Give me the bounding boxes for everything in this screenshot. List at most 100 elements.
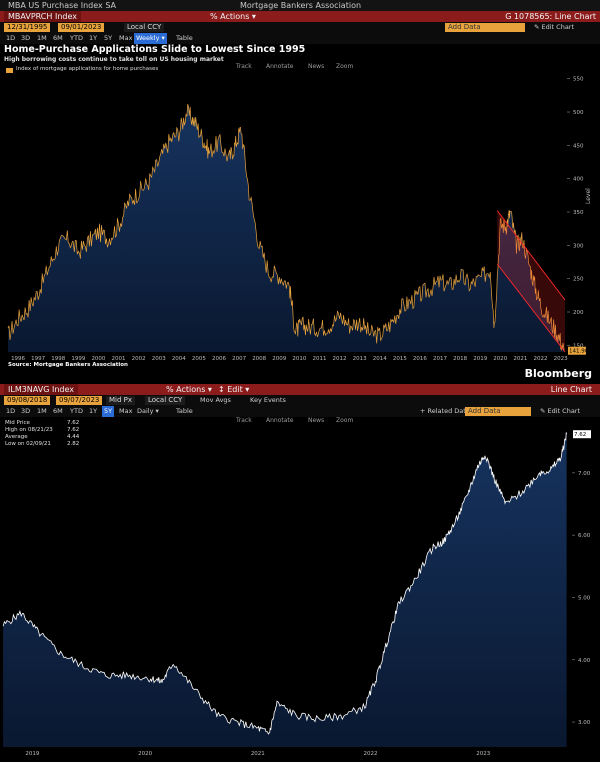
- top-legend-swatch: [6, 68, 13, 73]
- bottom-currency-select[interactable]: Local CCY: [145, 396, 186, 405]
- top-date-to[interactable]: 09/01/2023: [58, 23, 105, 32]
- undefined-xtick-label: 2020: [138, 751, 152, 757]
- undefined-ytick-label: 4.00: [578, 658, 591, 664]
- stat-value: 7.62: [67, 427, 80, 433]
- bottom-date-to[interactable]: 09/07/2023: [56, 396, 103, 405]
- undefined-xtick-label: 2005: [192, 356, 206, 362]
- top-frequency-select[interactable]: Weekly ▾: [134, 33, 167, 44]
- stat-label: High on 08/21/23: [5, 427, 53, 433]
- top-add-data[interactable]: Add Data: [445, 23, 525, 32]
- top-period-1d[interactable]: 1D: [6, 34, 16, 42]
- undefined-xtick-label: 2015: [393, 356, 407, 362]
- undefined-xtick-label: 2022: [533, 356, 547, 362]
- undefined-series-line: [2, 432, 567, 735]
- undefined-xtick-label: 1998: [51, 356, 65, 362]
- undefined-ytick-label: 450: [573, 143, 584, 149]
- top-period-1y[interactable]: 1Y: [89, 34, 98, 42]
- undefined-xtick-label: 2013: [353, 356, 367, 362]
- undefined-xtick-label: 2023: [476, 751, 490, 757]
- bottom-edit-menu[interactable]: ↕ Edit ▾: [218, 385, 250, 394]
- downtrend-channel: [497, 210, 565, 352]
- bottom-frequency-select[interactable]: Daily ▾: [137, 407, 159, 415]
- top-period-bar: 1D 3D 1M 6M YTD 1Y 5Y Max Weekly ▾ Table: [0, 33, 600, 44]
- undefined-xtick-label: 2018: [453, 356, 467, 362]
- top-actions-menu[interactable]: % Actions ▾: [210, 12, 256, 21]
- top-command-bar: MBAVPRCH Index % Actions ▾ G 1078565: Li…: [0, 11, 600, 22]
- bottom-period-ytd[interactable]: YTD: [70, 407, 83, 415]
- top-edit-chart[interactable]: ✎ Edit Chart: [534, 23, 575, 31]
- bottom-period-6m[interactable]: 6M: [53, 407, 63, 415]
- undefined-xtick-label: 2011: [312, 356, 326, 362]
- undefined-ytick-label: 6.00: [578, 533, 591, 539]
- undefined-xtick-label: 2003: [152, 356, 166, 362]
- channel-lower-line: [496, 263, 566, 353]
- bottom-table-button[interactable]: Table: [176, 407, 193, 415]
- top-chart-id: G 1078565: Line Chart: [505, 12, 596, 21]
- top-currency-select[interactable]: Local CCY: [124, 23, 165, 32]
- top-news-tool[interactable]: News: [308, 63, 325, 70]
- top-window-org: Mortgage Bankers Association: [240, 1, 362, 10]
- undefined-last-value-label: 141.90: [569, 349, 589, 355]
- bottom-period-bar: 1D 3D 1M 6M YTD 1Y 5Y Max Daily ▾ Table …: [0, 406, 600, 417]
- bottom-stats-legend: Mid Price 7.62 High on 08/21/23 7.62 Avera…: [5, 420, 95, 448]
- bottom-edit-chart[interactable]: ✎ Edit Chart: [540, 407, 581, 415]
- bottom-field-select[interactable]: Mid Px: [106, 396, 136, 405]
- bottom-date-from[interactable]: 09/08/2018: [4, 396, 51, 405]
- top-legend-label: Index of mortgage applications for home …: [16, 66, 159, 72]
- top-track-tool[interactable]: Track: [236, 63, 252, 70]
- bottom-related-data[interactable]: + Related Dat: [420, 407, 466, 415]
- undefined-series-line: [7, 104, 565, 352]
- stat-label: Average: [5, 434, 28, 440]
- top-window-title: MBA US Purchase Index SA: [8, 1, 117, 10]
- bottom-period-1m[interactable]: 1M: [37, 407, 47, 415]
- bottom-ticker-field[interactable]: ILM3NAVG Index: [4, 384, 78, 395]
- bottom-track-tool[interactable]: Track: [236, 417, 252, 424]
- bloomberg-logo: Bloomberg: [524, 367, 592, 380]
- bottom-add-data[interactable]: Add Data: [465, 407, 531, 416]
- bottom-chart-type: Line Chart: [550, 385, 592, 394]
- bottom-period-5y[interactable]: 5Y: [102, 406, 115, 417]
- bottom-rate-chart: 3.004.005.006.007.0020182019202020212022…: [2, 430, 591, 757]
- undefined-xtick-label: 2012: [333, 356, 347, 362]
- bottom-actions-menu[interactable]: % Actions ▾: [166, 385, 212, 394]
- bottom-period-1d[interactable]: 1D: [6, 407, 16, 415]
- top-period-3d[interactable]: 3D: [21, 34, 31, 42]
- undefined-last-value-tag: [573, 430, 591, 439]
- bottom-period-1y[interactable]: 1Y: [89, 407, 98, 415]
- top-period-6m[interactable]: 6M: [53, 34, 63, 42]
- undefined-xtick-label: 2019: [25, 751, 39, 757]
- top-period-ytd[interactable]: YTD: [70, 34, 83, 42]
- undefined-area: [3, 432, 567, 747]
- bottom-period-3d[interactable]: 3D: [21, 407, 31, 415]
- bottom-mov-avgs[interactable]: Mov Avgs: [200, 396, 231, 404]
- undefined-xtick-label: 2009: [272, 356, 286, 362]
- top-subhead: High borrowing costs continue to take to…: [4, 56, 224, 63]
- undefined-xtick-label: 2020: [493, 356, 507, 362]
- bottom-period-max[interactable]: Max: [119, 407, 133, 415]
- stat-label: Low on 02/09/21: [5, 441, 51, 447]
- top-ticker-field[interactable]: MBAVPRCH Index: [4, 11, 81, 22]
- top-date-from[interactable]: 12/31/1995: [4, 23, 51, 32]
- undefined-xtick-label: 1997: [31, 356, 45, 362]
- bottom-news-tool[interactable]: News: [308, 417, 325, 424]
- undefined-xtick-label: 2000: [91, 356, 105, 362]
- top-table-button[interactable]: Table: [176, 34, 193, 42]
- stat-row: Low on 02/09/21 2.82: [5, 441, 95, 448]
- undefined-ytick-label: 350: [573, 210, 584, 216]
- undefined-ytick-label: 300: [573, 243, 584, 249]
- top-source: Source: Mortgage Bankers Association: [8, 362, 128, 368]
- top-period-5y[interactable]: 5Y: [104, 34, 113, 42]
- top-annotate-tool[interactable]: Annotate: [266, 63, 294, 70]
- top-headline: Home-Purchase Applications Slide to Lowe…: [4, 44, 306, 55]
- top-title-bar: MBA US Purchase Index SA Mortgage Banker…: [0, 0, 600, 11]
- top-period-max[interactable]: Max: [119, 34, 133, 42]
- bottom-key-events[interactable]: Key Events: [250, 396, 286, 404]
- top-zoom-tool[interactable]: Zoom: [336, 63, 354, 70]
- channel-upper-line: [496, 210, 566, 301]
- top-chart-panel: Home-Purchase Applications Slide to Lowe…: [0, 44, 600, 382]
- top-period-1m[interactable]: 1M: [37, 34, 47, 42]
- bottom-zoom-tool[interactable]: Zoom: [336, 417, 354, 424]
- undefined-xtick-label: 2017: [433, 356, 447, 362]
- bottom-annotate-tool[interactable]: Annotate: [266, 417, 294, 424]
- undefined-xtick-label: 2002: [132, 356, 146, 362]
